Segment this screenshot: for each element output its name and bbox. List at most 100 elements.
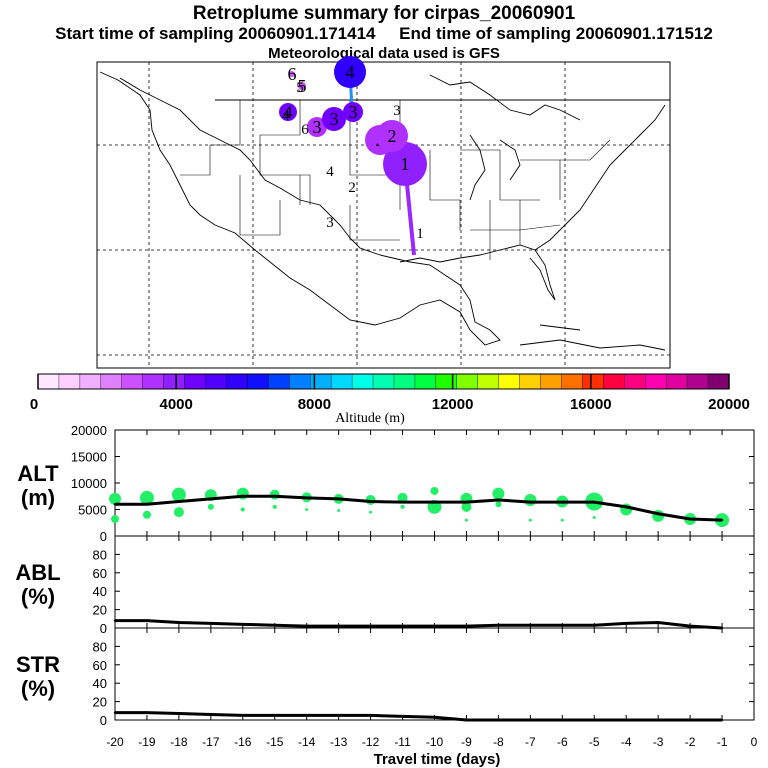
plume-point-label: 2 [388, 126, 397, 146]
chart-title: Retroplume summary for cirpas_20060901 [192, 3, 576, 24]
panel-name: ALT [17, 461, 59, 486]
altitude-point [240, 507, 245, 512]
series-point [465, 718, 468, 722]
y-tick-label: 80 [93, 639, 107, 654]
x-tick-label: -10 [426, 735, 444, 749]
series-point [273, 495, 276, 498]
y-tick-label: 0 [100, 529, 107, 544]
x-tick-label: -18 [170, 735, 188, 749]
series-point [593, 500, 596, 504]
panel-name: ABL [15, 560, 60, 585]
panel-frame [114, 627, 755, 721]
panel-alt: 0 5000 10000 15000 20000 ALT(m) [17, 423, 755, 544]
panel-str: 0 20 40 60 80 STR(%) [16, 627, 755, 728]
series-point [369, 714, 372, 717]
series-point [688, 517, 692, 521]
colorbar-title: Altitude (m) [335, 411, 405, 426]
series-point [145, 619, 149, 622]
plume-point-label: 3 [313, 117, 322, 137]
x-tick-label: -11 [394, 735, 411, 749]
altitude-point [397, 492, 408, 503]
plume-layer: 122333445612343645 [279, 56, 427, 256]
series-point [529, 624, 532, 627]
series-line-alt [115, 494, 723, 522]
plume-time-label: 3 [326, 215, 334, 231]
series-point [720, 518, 724, 522]
altitude-point [560, 518, 564, 522]
y-tick-label: 0 [100, 713, 107, 728]
altitude-point [173, 507, 184, 518]
altitude-colorbar: 0 4000 8000 12000 16000 20000 Altitude (m) [30, 373, 750, 426]
end-time: End time of sampling 20060901.171512 [399, 24, 713, 43]
altitude-point [461, 501, 472, 512]
x-tick-label: -6 [557, 735, 568, 749]
plume-point-label: 4 [284, 102, 293, 122]
series-point [465, 500, 468, 504]
plume-point [383, 142, 427, 186]
series-point [305, 496, 308, 500]
plume-point-label: 3 [330, 109, 339, 129]
series-point [145, 711, 149, 714]
plume-point-label: 1 [401, 154, 410, 174]
plume-point [334, 56, 366, 88]
x-tick-label: -20 [106, 735, 124, 749]
series-point [593, 624, 596, 627]
sampling-times: Start time of sampling 20060901.171414 E… [0, 24, 768, 44]
altitude-point [269, 489, 280, 500]
series-point [720, 718, 724, 722]
y-tick-label: 60 [93, 566, 107, 581]
coastlines-and-borders [99, 71, 670, 351]
plume-time-label: 1 [416, 226, 424, 242]
series-point [337, 624, 340, 628]
plume-point [279, 103, 297, 121]
altitude-point [305, 508, 309, 511]
x-tick-label: -4 [621, 735, 632, 749]
altitude-point [400, 504, 405, 509]
series-point [241, 495, 244, 498]
altitude-point [207, 503, 214, 510]
series-point [433, 624, 436, 628]
altitude-point [139, 490, 154, 505]
plume-point-label: 4 [346, 62, 355, 82]
altitude-point [524, 493, 537, 506]
altitude-point [528, 518, 532, 522]
y-tick-label: 80 [93, 547, 107, 562]
series-point [688, 624, 692, 628]
series-point [656, 718, 660, 722]
altitude-point [109, 492, 121, 505]
x-tick-label: -17 [202, 735, 220, 749]
plume-time-label: 4 [282, 108, 290, 124]
panels: 05000100001500020000ALT(m)020406080ABL(%… [15, 423, 755, 728]
series-point [625, 622, 628, 625]
series-point [337, 497, 340, 501]
series-point [401, 624, 404, 628]
series-point [656, 621, 660, 624]
series-point [177, 500, 181, 503]
altitude-point [495, 501, 502, 508]
y-tick-label: 20 [93, 603, 107, 618]
colorbar-tick-label: 12000 [432, 396, 474, 413]
altitude-point [142, 510, 151, 519]
altitude-point [171, 487, 186, 502]
x-tick-label: -12 [362, 735, 380, 749]
plume-time-label: 5 [296, 80, 304, 96]
plume-point [322, 107, 346, 131]
series-point [369, 624, 372, 628]
series-point [113, 711, 117, 714]
series-point [497, 498, 500, 502]
series-point [433, 500, 436, 504]
series-point [688, 718, 692, 722]
series-line-abl [115, 619, 723, 630]
series-point [497, 718, 500, 722]
series-point [625, 718, 628, 722]
series-point [561, 624, 564, 627]
panel-abl: 0 20 40 60 80 ABL(%) [15, 535, 755, 636]
y-tick-label: 0 [100, 621, 107, 636]
series-point [529, 500, 532, 504]
series-point [656, 512, 660, 515]
altitude-point [592, 515, 596, 519]
x-axis-label: Travel time (days) [374, 751, 501, 768]
x-tick-label: -9 [461, 735, 472, 749]
series-point [401, 715, 404, 718]
panel-unit: (%) [21, 676, 55, 701]
